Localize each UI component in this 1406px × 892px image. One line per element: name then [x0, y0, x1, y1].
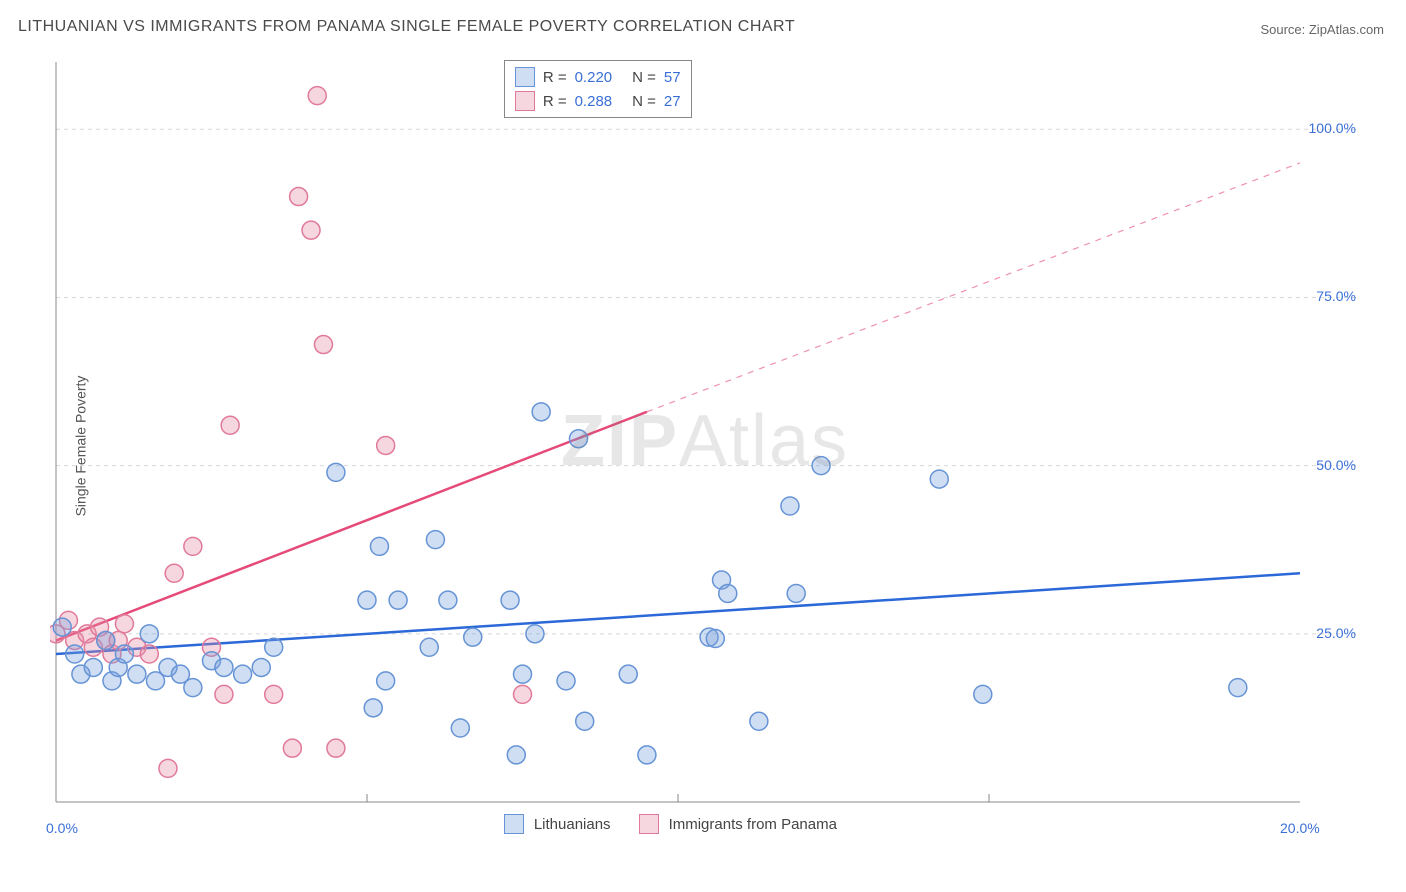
axis-tick-label: 50.0% — [1316, 457, 1356, 473]
n-label: N = — [632, 69, 656, 86]
n-value: 57 — [664, 69, 681, 86]
legend-label-lithuanians: Lithuanians — [534, 816, 611, 833]
r-label: R = — [543, 69, 567, 86]
legend-label-panama: Immigrants from Panama — [669, 816, 837, 833]
series-legend: Lithuanians Immigrants from Panama — [504, 814, 837, 834]
swatch-icon — [515, 91, 535, 111]
chart-title: LITHUANIAN VS IMMIGRANTS FROM PANAMA SIN… — [18, 18, 795, 36]
legend-row-lithuanians: R = 0.220 N = 57 — [515, 65, 681, 89]
axis-tick-label: 75.0% — [1316, 288, 1356, 304]
swatch-icon — [504, 814, 524, 834]
legend-row-panama: R = 0.288 N = 27 — [515, 89, 681, 113]
swatch-icon — [515, 67, 535, 87]
r-label: R = — [543, 93, 567, 110]
axis-tick-label: 25.0% — [1316, 625, 1356, 641]
scatter-chart — [50, 56, 1360, 826]
correlation-legend: R = 0.220 N = 57 R = 0.288 N = 27 — [504, 60, 692, 118]
r-value: 0.220 — [575, 69, 613, 86]
r-value: 0.288 — [575, 93, 613, 110]
source-label: Source: ZipAtlas.com — [1260, 22, 1384, 37]
axis-tick-label: 0.0% — [46, 820, 78, 836]
axis-tick-label: 100.0% — [1309, 120, 1356, 136]
swatch-icon — [639, 814, 659, 834]
plot-area: ZIPAtlas 25.0%50.0%75.0%100.0%0.0%20.0% — [50, 56, 1360, 826]
axis-tick-label: 20.0% — [1280, 820, 1320, 836]
n-value: 27 — [664, 93, 681, 110]
n-label: N = — [632, 93, 656, 110]
